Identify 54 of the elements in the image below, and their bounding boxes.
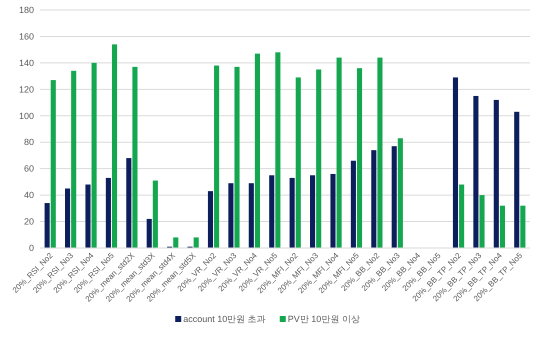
bar (473, 96, 478, 248)
bar (173, 237, 178, 248)
legend-label: PV만 10만원 이상 (288, 314, 360, 324)
y-tick-label: 0 (28, 243, 34, 253)
bar (85, 184, 91, 248)
bar (50, 80, 56, 248)
y-tick-label: 120 (18, 84, 34, 94)
bar (92, 62, 97, 248)
bar (452, 77, 458, 248)
bar (392, 146, 397, 248)
bar (275, 52, 280, 248)
bar (126, 158, 132, 248)
bar (459, 184, 464, 248)
bar (350, 160, 356, 248)
bar (377, 58, 382, 248)
bar (65, 188, 70, 248)
bar (146, 218, 152, 248)
bar (479, 195, 485, 248)
y-tick-label: 60 (24, 164, 34, 174)
bar (194, 237, 199, 248)
y-tick-label: 160 (18, 31, 34, 42)
bar (500, 206, 505, 248)
bar (520, 206, 526, 248)
bar (208, 191, 214, 248)
bar (310, 175, 316, 248)
y-tick-label: 20 (24, 216, 34, 227)
bar (371, 150, 376, 248)
bar (132, 66, 138, 248)
bar (214, 66, 220, 248)
bar (494, 100, 499, 248)
legend-label: account 10만원 초과 (183, 314, 266, 324)
y-tick-label: 100 (18, 110, 34, 121)
bar (106, 178, 111, 248)
bar (248, 183, 254, 248)
bar (296, 77, 301, 248)
bar (398, 138, 403, 248)
y-tick-label: 80 (24, 137, 34, 148)
bar (514, 112, 520, 248)
bar (330, 174, 336, 248)
bar (71, 70, 76, 248)
y-tick-label: 180 (18, 5, 34, 15)
y-tick-label: 140 (18, 58, 34, 68)
bar (336, 58, 342, 248)
bar (269, 175, 274, 248)
bar (44, 203, 50, 248)
bar (112, 44, 118, 248)
bar (228, 183, 234, 248)
bar (234, 66, 240, 248)
bar (356, 68, 362, 248)
y-tick-label: 40 (24, 190, 34, 200)
bar (152, 180, 158, 248)
bar (316, 70, 322, 248)
bar (290, 178, 295, 248)
bar (254, 54, 260, 248)
